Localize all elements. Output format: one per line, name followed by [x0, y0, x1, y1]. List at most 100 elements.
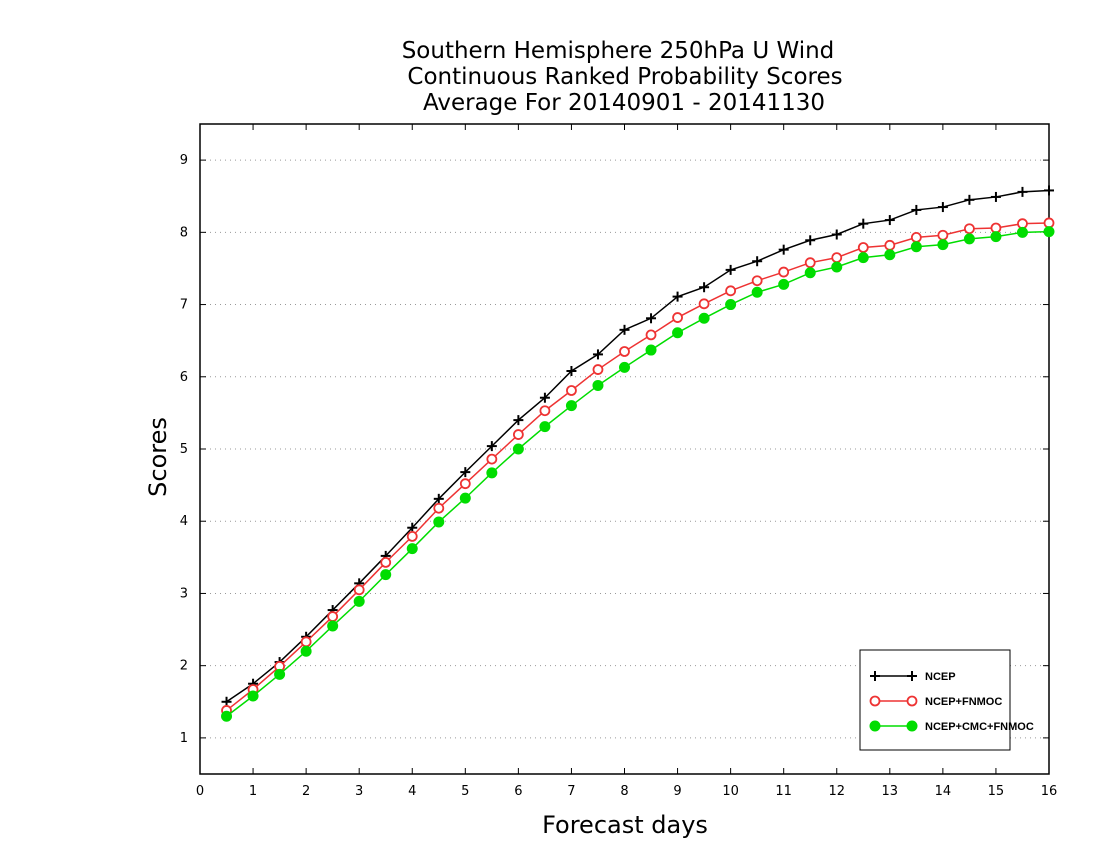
- data-point: [221, 710, 233, 722]
- data-point: [990, 231, 1002, 243]
- data-point: [804, 257, 816, 269]
- data-point: [1043, 217, 1055, 229]
- data-point: [752, 256, 763, 267]
- x-tick-label: 11: [775, 784, 792, 799]
- data-point: [672, 312, 683, 323]
- x-tick-label: 15: [988, 784, 1005, 799]
- data-point: [566, 366, 577, 376]
- data-point: [565, 400, 577, 412]
- legend-label: NCEP+CMC+FNMOC: [925, 721, 1034, 733]
- data-point: [646, 313, 657, 324]
- data-point: [1017, 186, 1028, 197]
- data-point: [592, 379, 604, 391]
- x-tick-label: 2: [302, 784, 310, 799]
- data-point: [619, 324, 630, 335]
- x-tick-label: 16: [1041, 784, 1058, 799]
- data-point: [1016, 226, 1028, 238]
- x-tick-label: 4: [408, 784, 416, 799]
- data-point: [539, 421, 551, 433]
- data-point: [858, 218, 869, 229]
- data-point: [327, 620, 339, 632]
- data-point: [831, 229, 842, 240]
- data-point: [300, 645, 312, 657]
- series-3: [221, 226, 1055, 722]
- legend-box: [859, 649, 1011, 751]
- chart-title-line-1: Southern Hemisphere 250hPa U Wind: [402, 38, 835, 64]
- data-point: [433, 493, 444, 504]
- data-point: [353, 595, 365, 607]
- data-point: [964, 223, 975, 235]
- data-point: [327, 611, 339, 622]
- data-point: [990, 222, 1002, 234]
- data-point: [486, 453, 498, 465]
- data-point: [751, 275, 763, 287]
- x-tick-label: 0: [196, 784, 204, 799]
- x-axis-label: Forecast days: [542, 811, 708, 839]
- y-tick-label: 5: [180, 442, 188, 457]
- data-point: [406, 530, 418, 542]
- data-point: [353, 584, 365, 596]
- data-point: [725, 285, 737, 297]
- data-point: [512, 443, 524, 455]
- data-point: [274, 668, 286, 680]
- data-point: [778, 278, 790, 290]
- x-tick-label: 9: [673, 784, 681, 799]
- x-tick-label: 1: [249, 784, 257, 799]
- data-point: [910, 231, 922, 243]
- y-axis-ticks: 1 2 3 4 5 6 7 8 9: [180, 153, 1049, 746]
- y-tick-label: 7: [180, 298, 188, 313]
- x-tick-label: 14: [935, 784, 952, 799]
- data-point: [805, 235, 816, 246]
- x-tick-label: 10: [722, 784, 739, 799]
- x-tick-label: 8: [620, 784, 628, 799]
- legend-marker: [906, 695, 918, 707]
- data-point: [513, 415, 524, 426]
- y-axis-label: Scores: [144, 417, 172, 497]
- legend-item: NCEP+CMC+FNMOC: [869, 720, 1034, 733]
- data-point: [645, 329, 657, 341]
- x-tick-label: 12: [828, 784, 845, 799]
- data-point: [592, 364, 604, 375]
- x-tick-label: 5: [461, 784, 469, 799]
- legend-label: NCEP+FNMOC: [925, 696, 1002, 708]
- y-tick-label: 8: [180, 225, 188, 240]
- data-point: [486, 467, 498, 479]
- data-point: [433, 502, 445, 514]
- series-line: [226, 222, 1050, 712]
- data-point: [910, 241, 922, 253]
- data-point: [778, 244, 789, 255]
- data-point: [1017, 218, 1028, 230]
- data-point: [539, 392, 550, 403]
- data-point: [857, 242, 869, 253]
- data-point: [486, 441, 497, 452]
- data-point: [937, 202, 948, 213]
- y-tick-label: 2: [180, 659, 188, 674]
- x-tick-label: 6: [514, 784, 522, 799]
- data-point: [990, 191, 1001, 202]
- data-point: [672, 291, 683, 302]
- data-point: [751, 286, 763, 298]
- data-point: [857, 252, 869, 264]
- data-point: [512, 429, 524, 440]
- legend-item: NCEP: [870, 671, 956, 683]
- data-point: [698, 298, 710, 310]
- y-tick-label: 4: [180, 514, 188, 529]
- chart-title-line-2: Continuous Ranked Probability Scores: [407, 64, 842, 90]
- data-point: [592, 349, 603, 360]
- data-point: [672, 327, 684, 339]
- y-tick-label: 3: [180, 586, 188, 601]
- data-point: [884, 215, 895, 226]
- data-point: [937, 229, 949, 241]
- data-point: [963, 233, 975, 245]
- data-point: [459, 478, 471, 490]
- series-line: [226, 189, 1050, 703]
- data-point: [804, 267, 816, 279]
- data-point: [539, 405, 551, 417]
- series-1: [221, 185, 1054, 707]
- y-tick-label: 9: [180, 153, 188, 168]
- series-layer: [221, 185, 1055, 722]
- x-axis-ticks: 0 1 2 3 4 5 6 7 8 9 10 11 12 13 14 15 16: [196, 124, 1057, 799]
- data-point: [778, 266, 790, 278]
- data-point: [406, 543, 418, 555]
